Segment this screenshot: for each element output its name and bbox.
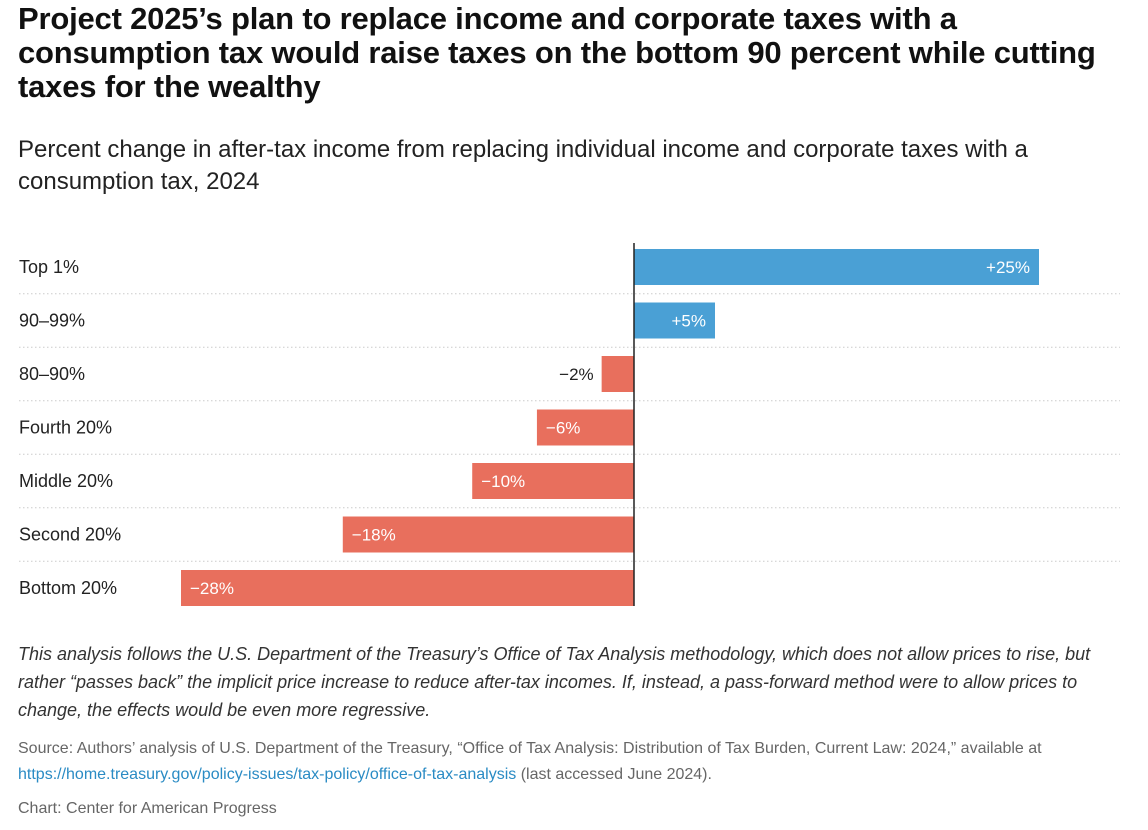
bar-bottom-20 [181, 570, 634, 606]
source-suffix: (last accessed June 2024). [516, 766, 712, 783]
source-prefix: Source: Authors’ analysis of U.S. Depart… [18, 740, 1042, 757]
chart-credit: Chart: Center for American Progress [18, 800, 277, 817]
category-label-bottom-20: Bottom 20% [19, 578, 117, 598]
category-label-80-90: 80–90% [19, 364, 85, 384]
value-label-top-1: +25% [986, 258, 1030, 277]
category-label-middle-20: Middle 20% [19, 471, 113, 491]
category-label-fourth-20: Fourth 20% [19, 418, 112, 438]
source-note: Source: Authors’ analysis of U.S. Depart… [18, 736, 1128, 788]
methodology-note: This analysis follows the U.S. Departmen… [18, 644, 1091, 720]
bar-fourth-20 [536, 409, 634, 446]
value-label-second-20: −18% [352, 526, 396, 545]
bar-chart: Top 1% +25% 90–99% +5% 80–90% −2% Fourth 20% −6… [19, 243, 1120, 606]
source-link[interactable]: https://home.treasury.gov/policy-issues/… [18, 766, 517, 783]
value-label-fourth-20: −6% [546, 419, 581, 438]
category-label-top-1: Top 1% [19, 257, 79, 277]
chart-title: Project 2025’s plan to replace income an… [18, 1, 1096, 104]
category-label-90-99: 90–99% [19, 311, 85, 331]
value-label-bottom-20: −28% [190, 579, 234, 598]
value-label-middle-20: −10% [481, 472, 525, 491]
bar-80-90 [601, 356, 634, 392]
bar-middle-20 [472, 463, 634, 499]
chart-subtitle: Percent change in after-tax income from … [18, 136, 1028, 195]
value-label-90-99: +5% [672, 312, 707, 331]
bar-second-20 [342, 516, 634, 553]
bar-90-99 [634, 302, 715, 339]
category-label-second-20: Second 20% [19, 525, 121, 545]
bar-top-1 [634, 249, 1039, 285]
value-label-80-90: −2% [559, 365, 594, 384]
